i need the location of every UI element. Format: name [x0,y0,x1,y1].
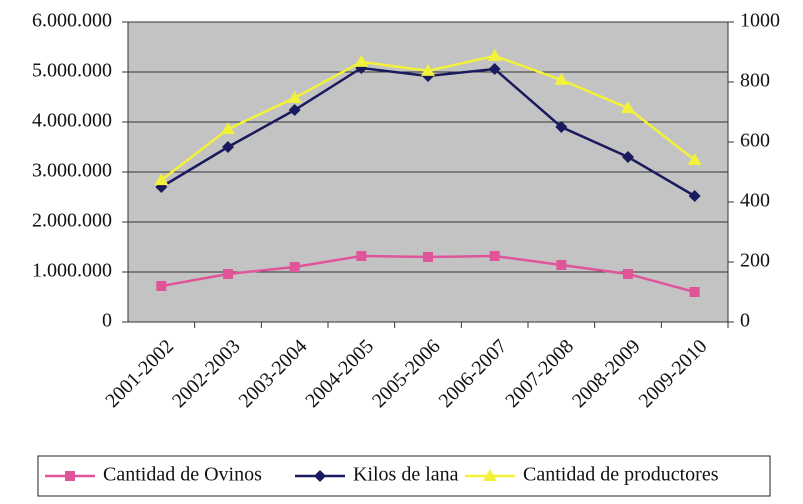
marker [222,141,234,153]
marker [65,471,75,481]
marker [483,469,497,481]
y2-tick-label: 0 [740,310,750,332]
marker [688,190,701,202]
y2-tick-label: 1000 [740,10,780,32]
y2-tick-label: 600 [740,130,770,152]
x-tick-label: 2006-2007 [435,335,512,412]
x-tick-label: 2004-2005 [301,335,378,412]
x-tick-label: 2003-2004 [235,335,312,412]
legend-box [37,455,771,497]
x-tick-label: 2002-2003 [168,335,245,412]
x-tick-label: 2001-2002 [101,335,178,412]
marker [356,251,367,261]
y2-tick-label: 200 [740,250,770,272]
marker [354,54,369,67]
marker [487,48,502,61]
y-tick-label: 4.000.000 [32,110,112,132]
marker [223,269,233,279]
legend-label: Kilos de lana [353,464,459,486]
marker [621,101,635,114]
marker [689,287,700,297]
y-tick-label: 3.000.000 [32,160,112,182]
x-tick-label: 2008-2009 [568,335,645,412]
y-tick-label: 5.000.000 [32,60,112,82]
y2-tick-label: 400 [740,190,770,212]
marker [314,470,326,482]
marker [623,269,633,279]
marker [287,90,302,103]
marker [554,72,569,85]
x-tick-label: 2005-2006 [368,335,445,412]
marker [555,121,568,133]
marker [154,173,169,186]
y-tick-label: 0 [102,310,112,332]
y-tick-label: 2.000.000 [32,210,112,232]
marker [221,122,235,135]
marker [421,63,435,76]
marker [423,252,433,262]
marker [489,251,500,261]
marker [622,151,634,163]
x-tick-label: 2009-2010 [635,335,712,412]
marker [156,281,167,291]
y-tick-label: 6.000.000 [32,10,112,32]
marker [289,262,300,272]
legend-label: Cantidad de productores [523,464,719,486]
y-tick-label: 1.000.000 [32,260,112,282]
marker [488,63,501,75]
marker [687,153,702,165]
marker [556,260,567,270]
x-tick-label: 2007-2008 [501,335,578,412]
y2-tick-label: 800 [740,70,770,92]
legend-label: Cantidad de Ovinos [103,464,262,486]
marker [288,104,301,116]
